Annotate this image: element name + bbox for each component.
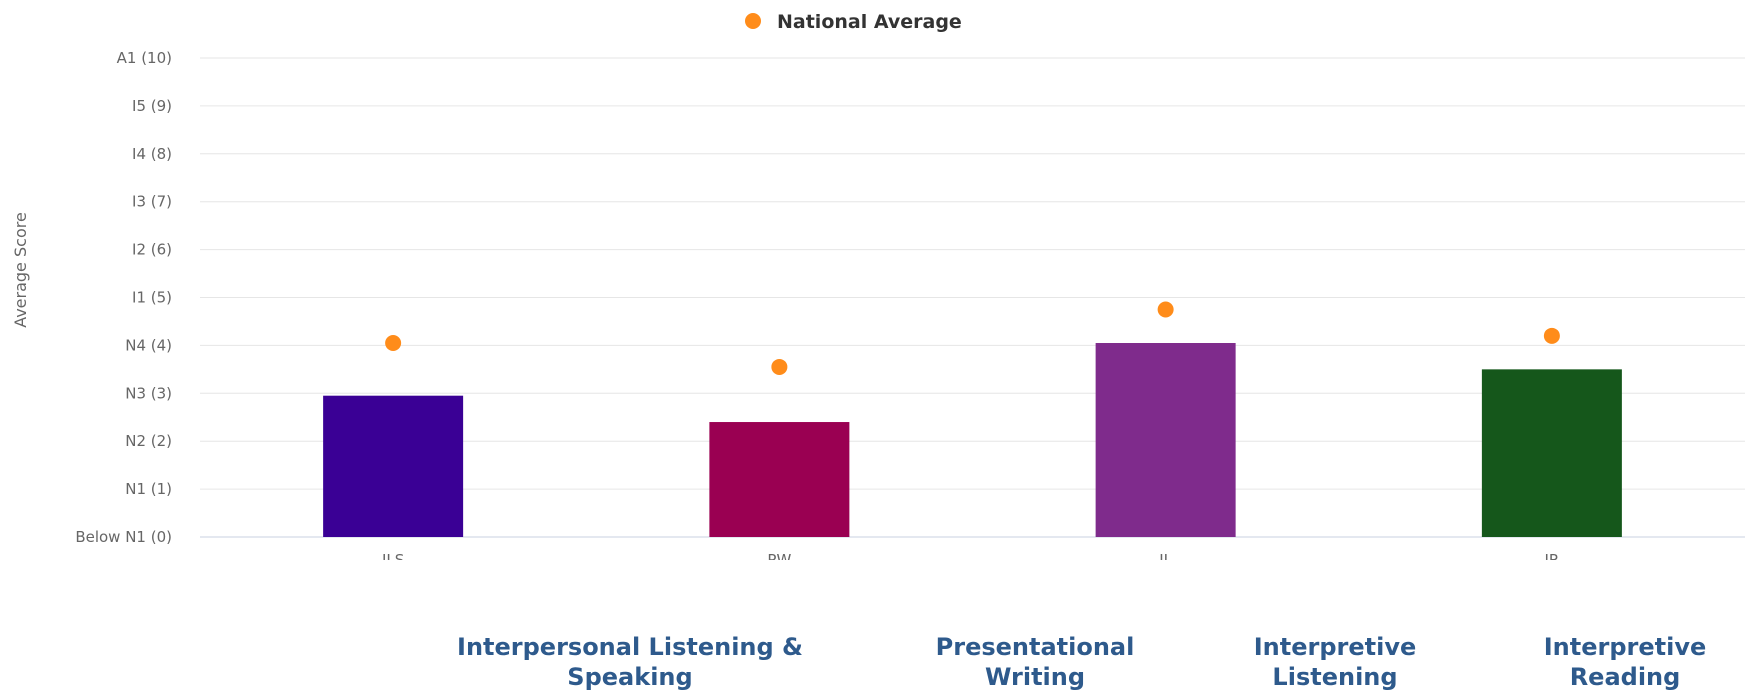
national-average-point-pw[interactable] xyxy=(771,358,788,375)
y-axis-label: Average Score xyxy=(11,212,30,328)
legend-marker xyxy=(745,13,761,29)
bar-il[interactable] xyxy=(1095,343,1236,537)
x-tick-label-ils: ILS xyxy=(382,551,404,560)
description-ils: Interpersonal Listening & Speaking xyxy=(457,633,803,691)
legend[interactable]: National Average xyxy=(745,11,962,33)
description-pw: Presentational Writing xyxy=(935,633,1135,691)
national-average-point-il[interactable] xyxy=(1157,301,1174,318)
y-tick-label: N4 (4) xyxy=(125,336,172,354)
y-tick-label: I1 (5) xyxy=(132,289,172,307)
x-tick-label-ir: IR xyxy=(1544,551,1559,560)
bars xyxy=(323,343,1622,537)
y-tick-label: I2 (6) xyxy=(132,241,172,259)
national-average-point-ils[interactable] xyxy=(385,335,402,352)
legend-label: National Average xyxy=(777,11,962,33)
bar-ils[interactable] xyxy=(323,395,464,537)
y-tick-label: I4 (8) xyxy=(132,145,172,163)
y-tick-label: I3 (7) xyxy=(132,193,172,211)
y-tick-label: A1 (10) xyxy=(117,49,172,67)
y-tick-label: I5 (9) xyxy=(132,97,172,115)
y-tick-label: N1 (1) xyxy=(125,480,172,498)
bar-pw[interactable] xyxy=(709,422,850,537)
y-axis-ticks: Below N1 (0) N1 (1) N2 (2) N3 (3) N4 (4) I1 (… xyxy=(75,49,172,546)
bar-chart: Below N1 (0) N1 (1) N2 (2) N3 (3) N4 (4) I1 (… xyxy=(11,11,1745,560)
y-tick-label: N3 (3) xyxy=(125,384,172,402)
national-average-points xyxy=(385,301,1560,375)
national-average-point-ir[interactable] xyxy=(1543,327,1560,344)
y-tick-label: Below N1 (0) xyxy=(75,528,172,546)
x-axis-ticks: ILS PW IL IR xyxy=(382,551,1559,560)
x-tick-label-il: IL xyxy=(1159,551,1172,560)
x-tick-label-pw: PW xyxy=(767,551,791,560)
description-il: Interpretive Listening xyxy=(1253,633,1417,691)
bar-ir[interactable] xyxy=(1481,369,1622,537)
description-ir: Interpretive Reading xyxy=(1543,633,1707,691)
y-tick-label: N2 (2) xyxy=(125,432,172,450)
